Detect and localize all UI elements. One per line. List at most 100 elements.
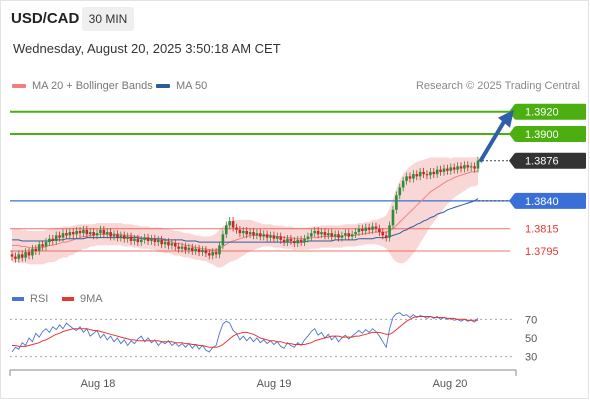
candle-body	[337, 234, 340, 238]
candle-body	[228, 220, 231, 226]
level-label-box-1.3840	[515, 192, 586, 209]
candle-body	[122, 235, 126, 239]
candle-body	[320, 232, 323, 235]
candle-body	[92, 232, 95, 236]
forecast-arrow-head	[498, 109, 514, 128]
candle-body	[327, 233, 330, 236]
candle-body	[442, 168, 446, 172]
candle-body	[24, 252, 27, 258]
candle-body	[310, 233, 313, 237]
chart-datetime: Wednesday, August 20, 2025 3:50:18 AM CE…	[13, 41, 281, 56]
candle-body	[65, 233, 68, 236]
candle-body	[139, 239, 143, 243]
candle-body	[282, 239, 286, 243]
candle-body	[10, 254, 14, 257]
level-label-1.3900: 1.3900	[525, 129, 559, 141]
candle-body	[126, 236, 129, 239]
x-axis-label: Aug 20	[433, 378, 468, 390]
candle-body	[412, 174, 415, 179]
bollinger-band-area	[12, 156, 478, 268]
candle-body	[235, 227, 238, 230]
candle-body	[190, 247, 194, 251]
candle-body	[109, 232, 112, 237]
candle-body	[388, 225, 391, 238]
level-label-1.3795: 1.3795	[525, 246, 559, 258]
candle-body	[85, 229, 89, 235]
candle-body	[58, 235, 61, 238]
candle-body	[367, 227, 371, 230]
candle-body	[51, 238, 55, 241]
candle-body	[272, 235, 276, 239]
rsi-tick-label: 50	[525, 333, 537, 345]
candle-body	[405, 176, 408, 181]
candle-body	[37, 244, 41, 251]
candle-body	[293, 240, 296, 244]
level-label-pointer-1.3876	[509, 152, 515, 169]
candle-body	[129, 236, 133, 241]
candle-body	[211, 252, 214, 256]
timeframe-button[interactable]: 30 MIN	[82, 7, 134, 31]
candle-body	[449, 167, 453, 171]
candle-body	[48, 238, 51, 243]
candle-body	[316, 230, 320, 235]
candle-body	[364, 227, 368, 231]
candle-body	[422, 171, 425, 175]
candle-body	[286, 238, 289, 243]
candle-body	[384, 235, 388, 238]
research-credit: Research © 2025 Trading Central	[415, 80, 580, 92]
candle-body	[313, 230, 317, 234]
candle-body	[221, 234, 225, 246]
candle-body	[252, 232, 255, 236]
ma20-line	[12, 170, 479, 251]
candle-body	[102, 229, 106, 235]
candle-body	[167, 242, 170, 246]
candle-body	[344, 233, 347, 236]
candle-body	[116, 234, 119, 238]
candle-body	[265, 234, 269, 238]
candle-body	[143, 237, 146, 240]
candle-body	[354, 232, 357, 235]
rsi-swatch	[12, 297, 24, 301]
candle-body	[231, 220, 235, 228]
candle-body	[88, 232, 92, 235]
candle-body	[119, 235, 123, 238]
candle-body	[54, 235, 58, 241]
candle-body	[105, 232, 109, 235]
legend-ma50: MA 50	[156, 80, 207, 92]
candle-body	[469, 166, 473, 168]
candle-body	[439, 169, 442, 172]
candle-body	[473, 166, 476, 169]
ma50-swatch	[156, 84, 170, 88]
candle-body	[374, 226, 378, 229]
candle-body	[207, 253, 211, 256]
candle-body	[279, 236, 283, 240]
legend-rsi-label: RSI	[30, 293, 49, 305]
candle-body	[262, 234, 266, 237]
candle-body	[241, 230, 245, 234]
candle-body	[180, 246, 184, 249]
legend-ma20-label: MA 20 + Bollinger Bands	[32, 80, 153, 92]
candle-body	[378, 228, 381, 233]
candle-body	[429, 171, 432, 176]
candle-body	[153, 238, 157, 243]
level-label-box-1.3900	[515, 126, 586, 142]
legend-9ma: 9MA	[62, 293, 103, 305]
candle-body	[459, 166, 463, 169]
candle-body	[31, 248, 34, 256]
legend-ma50-label: MA 50	[176, 80, 208, 92]
candle-body	[418, 171, 422, 177]
candle-body	[476, 160, 480, 169]
rsi-line	[11, 312, 479, 353]
rsi-tick-label: 30	[525, 352, 537, 364]
candle-body	[156, 239, 160, 243]
candle-body	[14, 256, 17, 259]
candle-body	[425, 174, 429, 176]
candle-body	[204, 249, 208, 254]
legend-ma20: MA 20 + Bollinger Bands	[12, 80, 153, 92]
candle-body	[435, 169, 439, 175]
candle-body	[61, 233, 65, 238]
level-label-pointer-1.3900	[509, 126, 515, 142]
legend-rsi: RSI	[12, 293, 48, 305]
